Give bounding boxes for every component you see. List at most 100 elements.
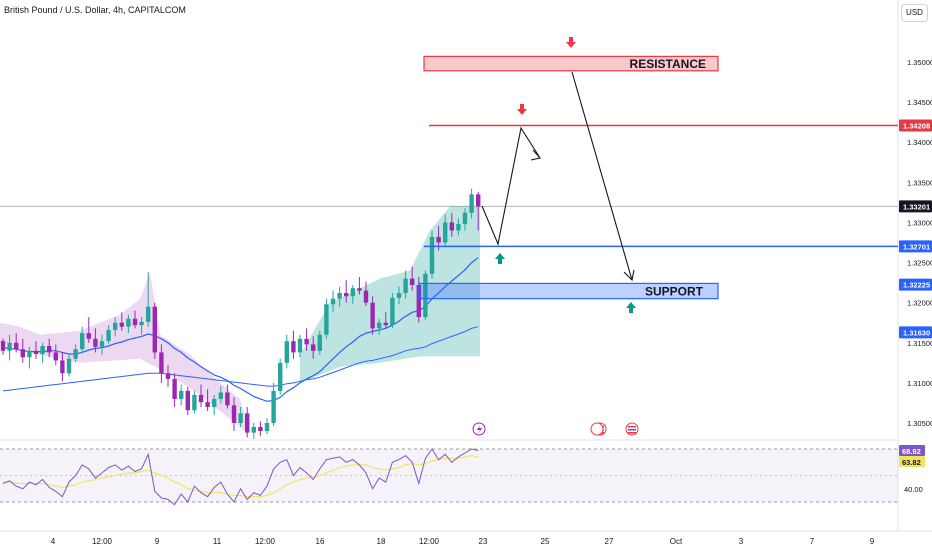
resistance-zone[interactable]: [423, 55, 719, 72]
time-tick-label: 12:00: [419, 537, 440, 546]
candle-body: [20, 349, 25, 358]
time-tick-label: 7: [810, 537, 815, 546]
candle-body: [93, 338, 98, 347]
candle-body: [179, 390, 184, 399]
candle-body: [264, 423, 270, 432]
rsi-ma-line: [3, 455, 479, 498]
time-tick-label: 3: [739, 537, 744, 546]
candle-body: [462, 212, 468, 225]
price-tick-label: 1.30500: [907, 419, 932, 428]
candle-body: [146, 306, 151, 322]
support-label: SUPPORT: [645, 285, 704, 299]
candle-body: [218, 392, 223, 399]
flag-stripe: [628, 432, 636, 434]
candle-body: [271, 390, 276, 423]
candle-body: [390, 297, 395, 326]
candle-body: [344, 293, 349, 297]
price-label-box: [899, 278, 932, 291]
price-tick-label: 1.31500: [907, 339, 932, 348]
time-tick-label: 12:00: [92, 537, 113, 546]
candle-body: [192, 394, 197, 411]
time-tick-label: 23: [479, 537, 488, 546]
candle-body: [258, 427, 263, 432]
candle-body: [337, 293, 342, 299]
lightning-glyph: [477, 425, 482, 434]
price-label-text: 1.33201: [903, 202, 930, 211]
candle-body: [396, 293, 402, 298]
drop-projection-line: [571, 71, 633, 281]
candle-body: [0, 341, 6, 351]
ema-slow-line: [2, 326, 479, 392]
up-arrow-icon: [495, 253, 505, 259]
candle-body: [383, 322, 388, 326]
down-arrow-icon: [566, 42, 576, 48]
candle-body: [377, 322, 382, 329]
candle-body: [403, 278, 408, 294]
candle-body: [159, 352, 164, 374]
rsi-label-box: [899, 456, 925, 467]
candle-body: [132, 318, 138, 326]
us-flag-icon[interactable]: [590, 422, 604, 436]
candle-body: [330, 298, 336, 305]
up-arrow-icon: [626, 302, 636, 308]
price-tick-label: 1.32000: [907, 299, 932, 308]
up-arrow-icon-shaft: [498, 259, 502, 264]
price-tick-label: 1.35000: [907, 58, 932, 67]
price-label-box: [899, 200, 932, 213]
candle-body: [27, 350, 32, 358]
price-tick-label: 1.34500: [907, 98, 932, 107]
time-tick-label: 9: [155, 537, 160, 546]
candle-body: [291, 341, 296, 353]
candle-body: [99, 341, 105, 347]
rsi-tick-label: 40.00: [904, 485, 923, 494]
candle-body: [357, 288, 362, 291]
price-label-text: 1.32701: [903, 242, 930, 251]
currency-button[interactable]: USD: [901, 4, 928, 22]
candle-body: [324, 304, 329, 335]
support-zone[interactable]: [418, 282, 719, 300]
time-tick-label: 16: [316, 537, 325, 546]
candle-body: [278, 362, 283, 391]
rsi-label-box: [899, 445, 925, 456]
candle-body: [238, 413, 243, 423]
candle-body: [40, 345, 45, 355]
price-label-text: 1.32225: [903, 281, 930, 290]
candle-body: [113, 322, 118, 330]
candle-body: [212, 398, 217, 407]
candle-body: [456, 224, 461, 231]
projection-arrowhead: [530, 149, 542, 161]
candle-body: [370, 302, 375, 329]
candle-body: [423, 273, 428, 318]
candle-body: [297, 338, 303, 353]
candle-body: [80, 333, 85, 350]
chart-title: British Pound / U.S. Dollar, 4h, CAPITAL…: [4, 5, 186, 15]
rsi-band: [0, 449, 898, 502]
time-tick-label: 18: [377, 537, 386, 546]
down-arrow-icon: [517, 109, 527, 115]
time-tick-label: 9: [870, 537, 875, 546]
candle-body: [449, 222, 454, 231]
candle-body: [205, 402, 210, 407]
candle-body: [165, 373, 171, 379]
time-tick-label: 12:00: [255, 537, 276, 546]
price-tick-label: 1.33500: [907, 178, 932, 187]
candle-body: [311, 344, 316, 351]
time-tick-label: Oct: [670, 537, 683, 546]
candle-body: [14, 342, 19, 350]
price-label-text: 1.31630: [903, 328, 930, 337]
candle-body: [60, 360, 65, 374]
candle-body: [363, 290, 369, 303]
time-tick-label: 11: [213, 537, 222, 546]
candle-body: [53, 352, 58, 361]
candle-body: [119, 322, 124, 327]
candle-body: [416, 285, 421, 318]
rsi-label-text: 68.92: [902, 447, 921, 456]
price-label-text: 1.34208: [903, 122, 930, 131]
candle-body: [410, 278, 415, 286]
rsi-line: [2, 448, 479, 506]
candle-body: [172, 378, 177, 399]
price-tick-label: 1.32500: [907, 259, 932, 268]
